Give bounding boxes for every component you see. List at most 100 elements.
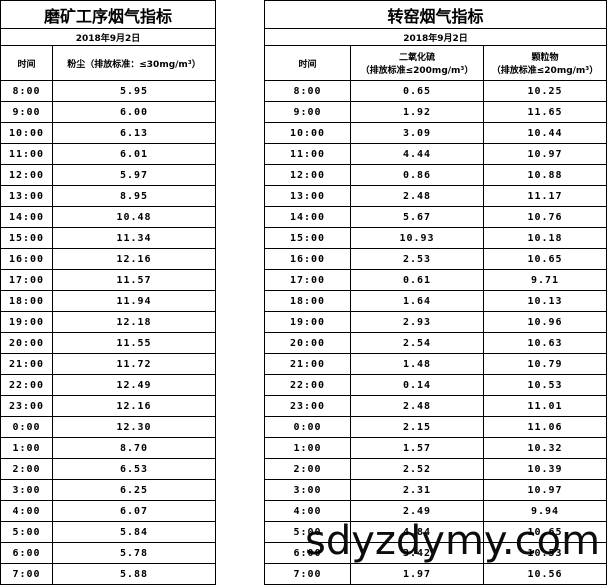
data-row: 22:00 0.14 10.53 xyxy=(264,374,607,396)
value-cell: 2.52 xyxy=(350,458,484,480)
time-cell: 8:00 xyxy=(264,80,351,102)
time-cell: 4:00 xyxy=(0,500,53,522)
value-cell: 5.88 xyxy=(52,563,216,585)
value-cell: 4.44 xyxy=(350,143,484,165)
value-cell: 11.94 xyxy=(52,290,216,312)
time-cell: 10:00 xyxy=(0,122,53,144)
value-cell: 10.97 xyxy=(483,479,607,501)
value-cell: 10.39 xyxy=(483,458,607,480)
data-row: 4:00 6.07 xyxy=(0,500,216,522)
data-row: 19:00 2.93 10.96 xyxy=(264,311,607,333)
data-row: 8:00 5.95 xyxy=(0,80,216,102)
data-row: 18:00 1.64 10.13 xyxy=(264,290,607,312)
data-row: 16:00 2.53 10.65 xyxy=(264,248,607,270)
value-cell: 2.53 xyxy=(350,248,484,270)
value-cell: 10.63 xyxy=(483,332,607,354)
data-row: 9:00 1.92 11.65 xyxy=(264,101,607,123)
value-cell: 2.31 xyxy=(350,479,484,501)
value-cell: 11.34 xyxy=(52,227,216,249)
data-row: 12:00 0.86 10.88 xyxy=(264,164,607,186)
time-cell: 0:00 xyxy=(0,416,53,438)
time-cell: 1:00 xyxy=(264,437,351,459)
value-cell: 6.07 xyxy=(52,500,216,522)
time-cell: 10:00 xyxy=(264,122,351,144)
table-title: 磨矿工序烟气指标 xyxy=(0,0,216,29)
value-cell: 12.16 xyxy=(52,395,216,417)
time-cell: 2:00 xyxy=(0,458,53,480)
header-row: 时间 二氧化硫 （排放标准≤200mg/m³） 颗粒物 （排放标准≤20mg/m³） xyxy=(264,45,607,81)
value-cell: 0.65 xyxy=(350,80,484,102)
data-row: 21:00 11.72 xyxy=(0,353,216,375)
data-row: 22:00 12.49 xyxy=(0,374,216,396)
data-row: 17:00 0.61 9.71 xyxy=(264,269,607,291)
time-cell: 16:00 xyxy=(0,248,53,270)
data-row: 2:00 6.53 xyxy=(0,458,216,480)
value-cell: 5.78 xyxy=(52,542,216,564)
value-cell: 6.25 xyxy=(52,479,216,501)
value-cell: 1.97 xyxy=(350,563,484,585)
data-row: 3:00 6.25 xyxy=(0,479,216,501)
data-row: 11:00 4.44 10.97 xyxy=(264,143,607,165)
data-row: 9:00 6.00 xyxy=(0,101,216,123)
value-cell: 10.53 xyxy=(483,374,607,396)
header-name: 颗粒物 xyxy=(531,53,559,63)
header-standard: （排放标准≤200mg/m³） xyxy=(360,66,474,76)
time-cell: 19:00 xyxy=(0,311,53,333)
time-cell: 14:00 xyxy=(264,206,351,228)
data-row: 7:00 5.88 xyxy=(0,563,216,585)
value-cell: 2.48 xyxy=(350,395,484,417)
value-cell: 8.95 xyxy=(52,185,216,207)
value-cell: 5.97 xyxy=(52,164,216,186)
value-cell: 9.71 xyxy=(483,269,607,291)
data-row: 3:00 2.31 10.97 xyxy=(264,479,607,501)
time-cell: 22:00 xyxy=(0,374,53,396)
value-cell: 2.54 xyxy=(350,332,484,354)
value-cell: 5.67 xyxy=(350,206,484,228)
value-cell: 11.72 xyxy=(52,353,216,375)
time-cell: 3:00 xyxy=(0,479,53,501)
value-cell: 5.95 xyxy=(52,80,216,102)
data-row: 11:00 6.01 xyxy=(0,143,216,165)
data-row: 1:00 1.57 10.32 xyxy=(264,437,607,459)
value-cell: 10.18 xyxy=(483,227,607,249)
value-cell: 12.18 xyxy=(52,311,216,333)
value-cell: 12.16 xyxy=(52,248,216,270)
time-cell: 12:00 xyxy=(0,164,53,186)
value-cell: 10.97 xyxy=(483,143,607,165)
time-cell: 20:00 xyxy=(0,332,53,354)
time-cell: 19:00 xyxy=(264,311,351,333)
data-row: 12:00 5.97 xyxy=(0,164,216,186)
data-row: 14:00 10.48 xyxy=(0,206,216,228)
date: 2018年9月2日 xyxy=(264,28,607,46)
title-row: 转窑烟气指标 xyxy=(264,0,607,29)
header-name: 二氧化硫 xyxy=(398,53,435,63)
data-row: 6:00 3.42 10.53 xyxy=(264,542,607,564)
data-row: 1:00 8.70 xyxy=(0,437,216,459)
value-cell: 6.01 xyxy=(52,143,216,165)
time-cell: 20:00 xyxy=(264,332,351,354)
value-cell: 11.06 xyxy=(483,416,607,438)
table-title: 转窑烟气指标 xyxy=(264,0,607,29)
value-cell: 6.13 xyxy=(52,122,216,144)
value-cell: 10.93 xyxy=(350,227,484,249)
value-cell: 12.49 xyxy=(52,374,216,396)
time-cell: 3:00 xyxy=(264,479,351,501)
data-row: 0:00 12.30 xyxy=(0,416,216,438)
data-row: 23:00 12.16 xyxy=(0,395,216,417)
value-cell: 10.44 xyxy=(483,122,607,144)
date: 2018年9月2日 xyxy=(0,28,216,46)
value-cell: 2.48 xyxy=(350,185,484,207)
data-row: 23:00 2.48 11.01 xyxy=(264,395,607,417)
time-cell: 12:00 xyxy=(264,164,351,186)
value-cell: 1.48 xyxy=(350,353,484,375)
time-cell: 18:00 xyxy=(0,290,53,312)
value-cell: 0.14 xyxy=(350,374,484,396)
value-cell: 11.55 xyxy=(52,332,216,354)
header: 时间 xyxy=(0,45,53,81)
data-row: 7:00 1.97 10.56 xyxy=(264,563,607,585)
data-row: 4:00 2.49 9.94 xyxy=(264,500,607,522)
dust-table: 磨矿工序烟气指标 2018年9月2日 时间 粉尘（排放标准：≤30mg/m³） 8… xyxy=(0,0,216,585)
time-cell: 9:00 xyxy=(264,101,351,123)
value-cell: 11.01 xyxy=(483,395,607,417)
value-cell: 1.64 xyxy=(350,290,484,312)
